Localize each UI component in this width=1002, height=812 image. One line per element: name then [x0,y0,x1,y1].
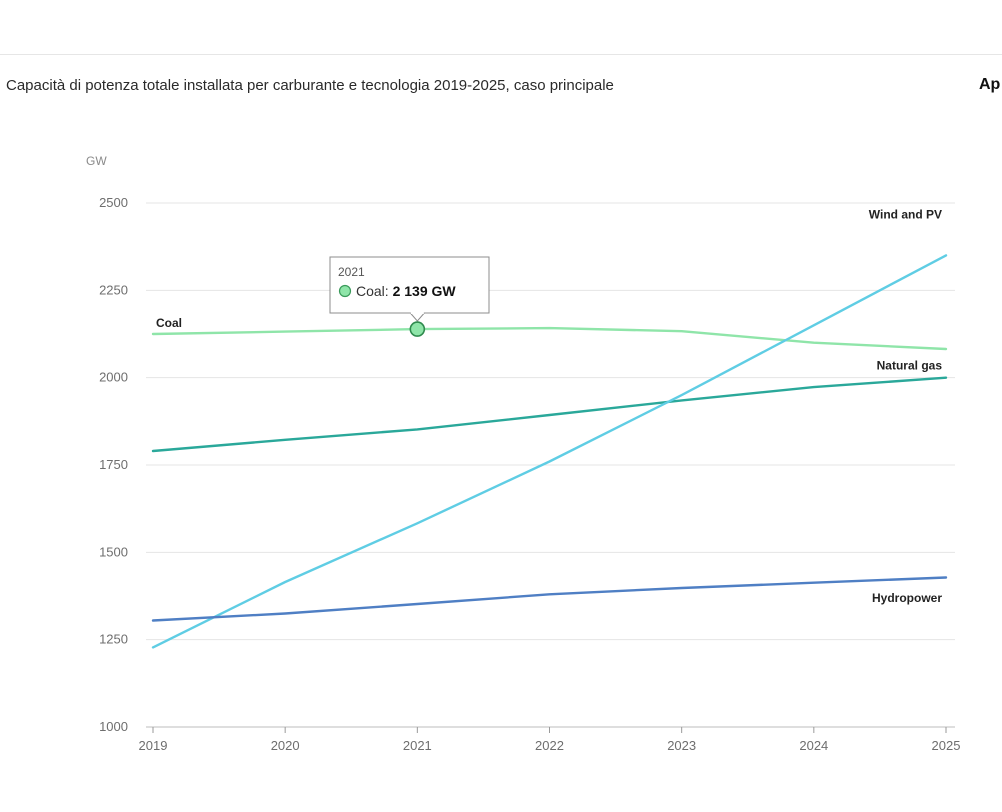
tooltip-value-text: Coal: 2 139 GW [356,283,456,299]
tooltip-pointer [409,312,425,322]
series-label-coal: Coal [156,316,182,330]
series-label-hydropower: Hydropower [872,591,942,605]
series-line-wind-and-pv[interactable] [151,254,948,649]
y-tick-label: 1500 [99,544,128,559]
series-label-natural-gas: Natural gas [877,359,943,373]
series-line-hydropower[interactable] [151,576,948,622]
side-panel-title: Ap [979,76,1001,93]
y-tick-label: 1750 [99,457,128,472]
x-tick-label: 2023 [667,738,696,753]
y-tick-label: 2500 [99,195,128,210]
y-axis-unit: GW [86,154,107,168]
y-axis: GW 1000 1250 1500 1750 2000 2250 2500 [86,154,128,734]
series-labels: Coal Natural gas Wind and PV Hydropower [156,208,942,605]
chart-title: Capacità di potenza totale installata pe… [6,77,614,94]
hover-point-marker[interactable] [409,321,426,337]
x-tick-label: 2021 [403,738,432,753]
y-tick-label: 1000 [99,719,128,734]
x-axis: 2019 2020 2021 2022 2023 2024 2025 [139,726,961,753]
y-tick-label: 2000 [99,370,128,385]
x-tick-label: 2022 [535,738,564,753]
series-line-natural-gas[interactable] [151,376,948,453]
series-lines [151,254,948,649]
x-tick-label: 2020 [271,738,300,753]
x-tick-label: 2025 [932,738,961,753]
x-tick-label: 2024 [799,738,828,753]
series-label-wind-and-pv: Wind and PV [869,208,942,222]
y-tick-label: 2250 [99,282,128,297]
series-line-coal[interactable] [151,326,948,351]
tooltip-series-marker [338,284,352,298]
y-tick-label: 1250 [99,632,128,647]
tooltip-year: 2021 [338,265,365,279]
x-tick-label: 2019 [139,738,168,753]
grid [146,202,955,641]
top-divider [0,54,1002,55]
tooltip-box [329,256,490,314]
tooltip: 2021 Coal: 2 139 GW [329,256,490,337]
